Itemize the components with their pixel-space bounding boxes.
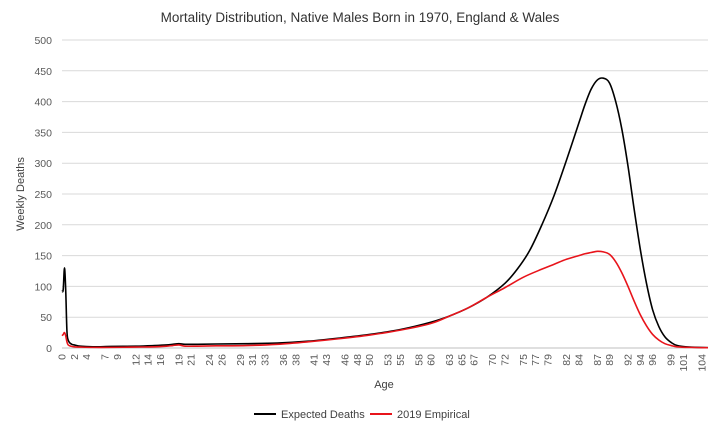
x-tick-label: 92 bbox=[623, 354, 635, 366]
x-tick-label: 21 bbox=[186, 354, 198, 366]
x-tick-label: 96 bbox=[647, 354, 659, 366]
x-tick-label: 77 bbox=[530, 354, 542, 366]
x-tick-label: 31 bbox=[247, 354, 259, 366]
x-tick-label: 19 bbox=[173, 354, 185, 366]
x-tick-label: 94 bbox=[635, 354, 647, 366]
x-tick-label: 24 bbox=[204, 354, 216, 366]
x-tick-label: 79 bbox=[543, 354, 555, 366]
x-tick-label: 4 bbox=[81, 354, 93, 360]
y-tick-label: 300 bbox=[34, 158, 52, 170]
x-tick-label: 89 bbox=[604, 354, 616, 366]
x-tick-label: 84 bbox=[573, 354, 585, 366]
y-tick-label: 450 bbox=[34, 66, 52, 78]
x-tick-label: 67 bbox=[469, 354, 481, 366]
y-tick-label: 500 bbox=[34, 35, 52, 47]
series-line-0 bbox=[61, 77, 709, 349]
x-tick-label: 50 bbox=[364, 354, 376, 366]
x-tick-label: 43 bbox=[321, 354, 333, 366]
x-axis-ticks: 0 2 4 7 9 12 14 16 19 21 24 26 29 31 33 36 38 41 43 46 48 50 5… bbox=[57, 354, 709, 372]
x-tick-label: 60 bbox=[426, 354, 438, 366]
legend-label: 2019 Empirical bbox=[397, 409, 470, 421]
x-tick-label: 55 bbox=[395, 354, 407, 366]
legend: Expected Deaths 2019 Empirical bbox=[254, 409, 470, 421]
x-tick-label: 53 bbox=[383, 354, 395, 366]
series-line-1 bbox=[61, 250, 709, 349]
x-tick-label: 7 bbox=[100, 354, 112, 360]
y-axis-label: Weekly Deaths bbox=[15, 157, 27, 231]
x-tick-label: 41 bbox=[309, 354, 321, 366]
x-tick-label: 65 bbox=[456, 354, 468, 366]
y-tick-label: 150 bbox=[34, 251, 52, 263]
x-tick-label: 16 bbox=[155, 354, 167, 366]
y-axis-ticks: 0 50 100 150 200 250 300 350 400 450 500 bbox=[34, 35, 52, 355]
x-axis-label: Age bbox=[374, 379, 394, 391]
gridlines bbox=[62, 39, 708, 318]
x-tick-label: 33 bbox=[260, 354, 272, 366]
x-tick-label: 104 bbox=[696, 354, 708, 372]
x-tick-label: 14 bbox=[143, 354, 155, 366]
x-tick-label: 36 bbox=[278, 354, 290, 366]
chart-title: Mortality Distribution, Native Males Bor… bbox=[161, 10, 560, 25]
x-tick-label: 12 bbox=[130, 354, 142, 366]
x-tick-label: 26 bbox=[216, 354, 228, 366]
y-tick-label: 50 bbox=[40, 312, 52, 324]
y-tick-label: 0 bbox=[46, 343, 52, 355]
x-tick-label: 2 bbox=[69, 354, 81, 360]
y-tick-label: 250 bbox=[34, 189, 52, 201]
y-tick-label: 400 bbox=[34, 97, 52, 109]
x-tick-label: 29 bbox=[235, 354, 247, 366]
x-tick-label: 70 bbox=[487, 354, 499, 366]
x-tick-label: 38 bbox=[290, 354, 302, 366]
y-tick-label: 200 bbox=[34, 220, 52, 232]
legend-label: Expected Deaths bbox=[281, 409, 365, 421]
x-tick-label: 101 bbox=[678, 354, 690, 372]
x-tick-label: 46 bbox=[340, 354, 352, 366]
x-tick-label: 72 bbox=[499, 354, 511, 366]
y-tick-label: 100 bbox=[34, 281, 52, 293]
y-tick-label: 350 bbox=[34, 127, 52, 139]
x-tick-label: 63 bbox=[444, 354, 456, 366]
x-tick-label: 58 bbox=[413, 354, 425, 366]
x-tick-label: 87 bbox=[592, 354, 604, 366]
x-tick-label: 48 bbox=[352, 354, 364, 366]
x-tick-label: 0 bbox=[57, 354, 69, 360]
x-tick-label: 75 bbox=[518, 354, 530, 366]
x-tick-label: 9 bbox=[112, 354, 124, 360]
x-tick-label: 82 bbox=[561, 354, 573, 366]
series-lines bbox=[61, 77, 709, 349]
x-tick-label: 99 bbox=[666, 354, 678, 366]
